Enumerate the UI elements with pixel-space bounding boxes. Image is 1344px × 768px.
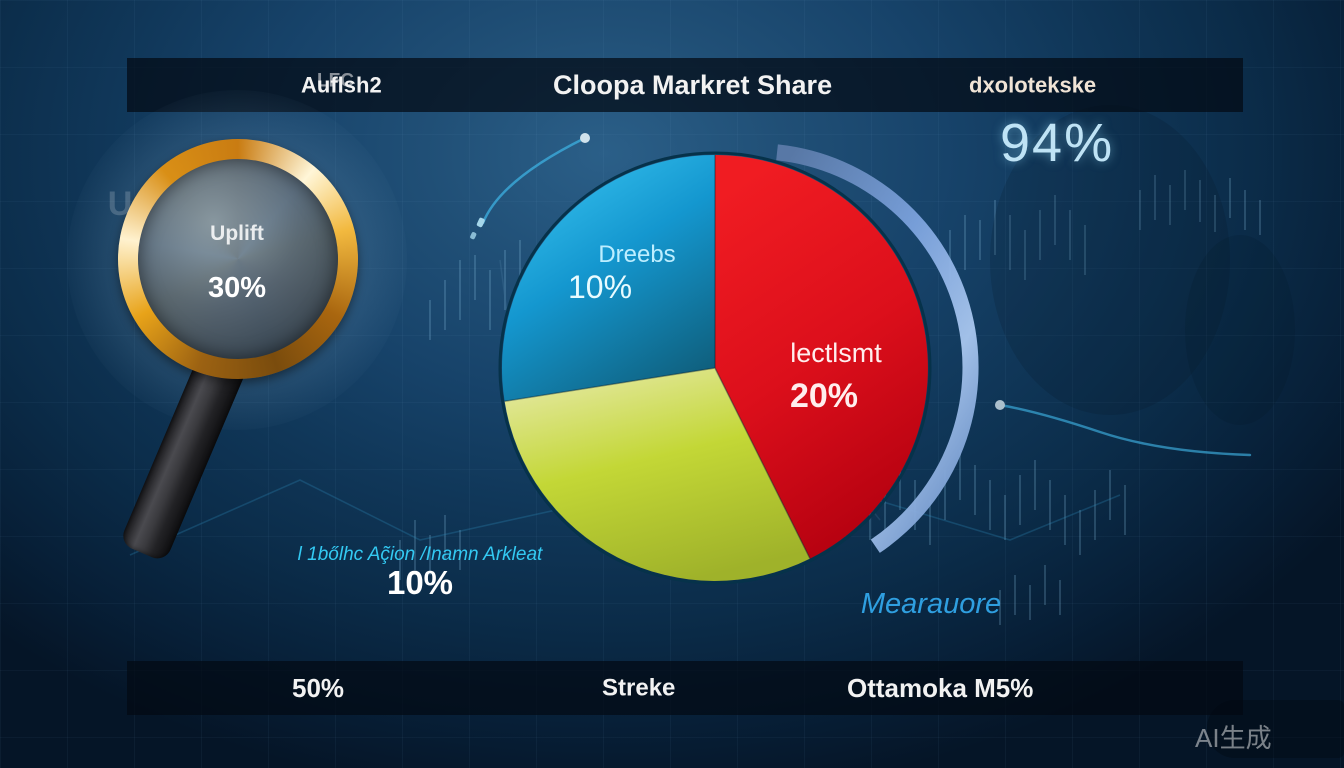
svg-text:20%: 20% <box>790 377 858 415</box>
svg-text:lectlsmt: lectlsmt <box>790 338 882 368</box>
svg-text:10%: 10% <box>568 269 632 305</box>
svg-text:Dreebs: Dreebs <box>598 241 675 268</box>
svg-text:10%: 10% <box>387 564 453 601</box>
svg-text:Mearauore: Mearauore <box>861 588 1001 620</box>
svg-text:l 1bőlhc Aç̃ion /Inamn Arkleat: l 1bőlhc Aç̃ion /Inamn Arkleat <box>298 544 543 565</box>
